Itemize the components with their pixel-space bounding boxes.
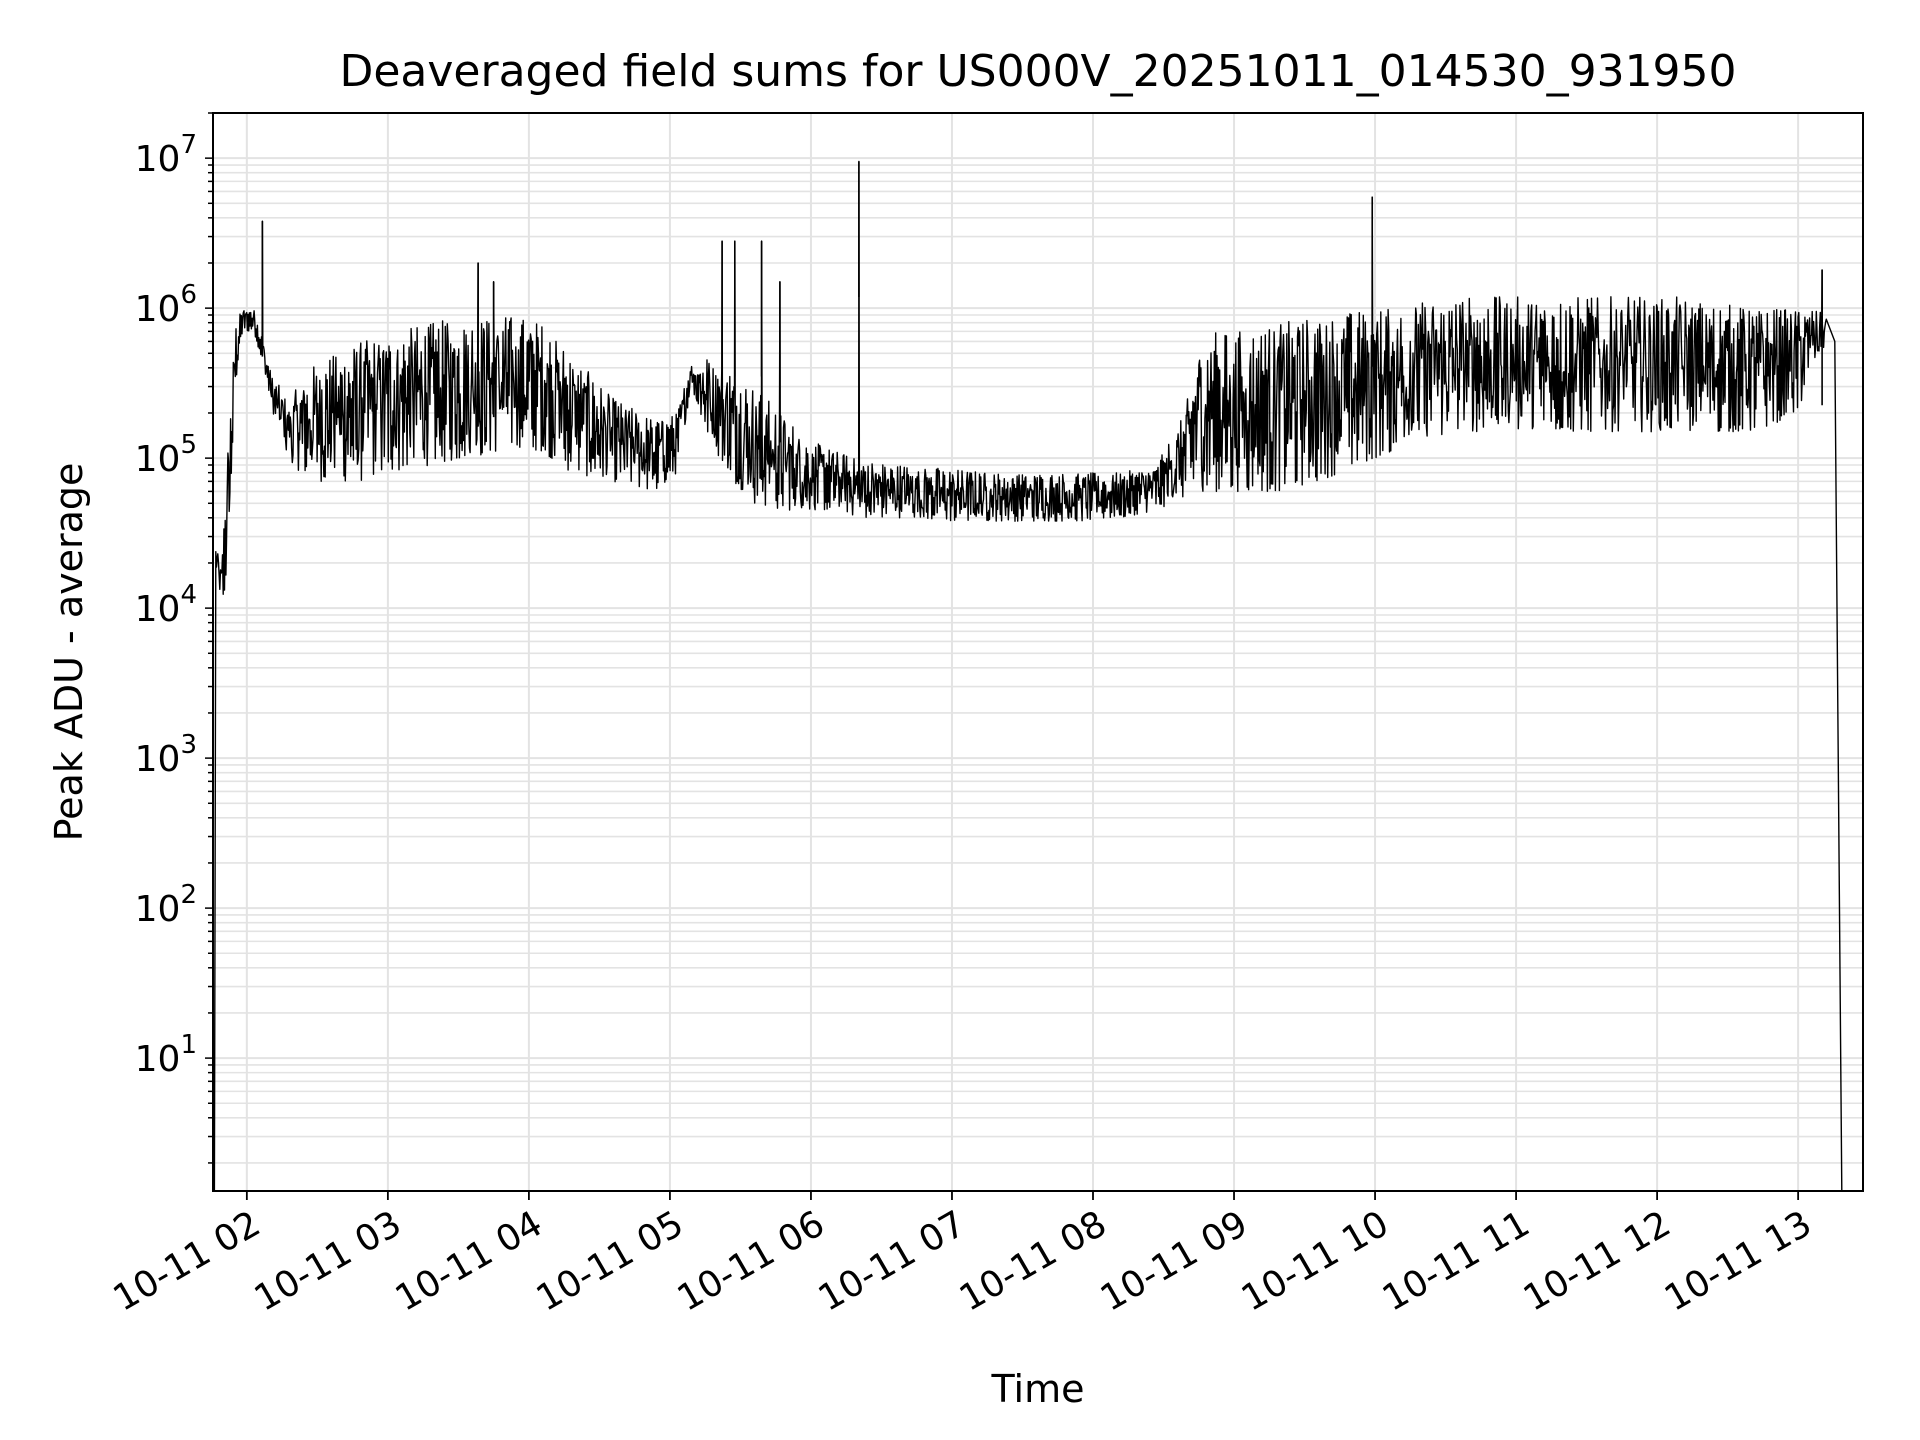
y-tick-label-base: 10	[135, 589, 181, 630]
y-tick-label: 106	[135, 280, 197, 330]
y-tick-label: 107	[135, 130, 197, 180]
y-axis-label: Peak ADU - average	[47, 463, 91, 842]
y-tick-label-exponent: 6	[180, 280, 197, 310]
y-tick-label: 103	[135, 730, 197, 780]
y-tick-label-base: 10	[135, 139, 181, 180]
grid	[213, 112, 1863, 1191]
y-tick-label-base: 10	[135, 1039, 181, 1080]
x-axis-label: Time	[991, 1367, 1085, 1411]
y-tick-label-exponent: 3	[180, 730, 197, 760]
y-tick-label-exponent: 5	[180, 430, 197, 460]
y-tick-label: 104	[135, 580, 197, 630]
y-tick-label: 105	[135, 430, 197, 480]
y-tick-label-exponent: 2	[180, 880, 197, 910]
series-line-field-sum	[213, 160, 1843, 1192]
y-tick-label-exponent: 1	[180, 1030, 197, 1060]
y-tick-label-base: 10	[135, 889, 181, 930]
plot-frame	[212, 112, 1864, 1192]
y-tick-label: 101	[135, 1030, 197, 1080]
data-series-layer	[213, 160, 1843, 1192]
y-tick-label: 102	[135, 880, 197, 930]
chart-title: Deaveraged field sums for US000V_2025101…	[339, 46, 1736, 97]
y-tick-label-exponent: 7	[180, 130, 197, 160]
y-tick-label-base: 10	[135, 439, 181, 480]
y-tick-label-exponent: 4	[180, 580, 197, 610]
y-tick-label-base: 10	[135, 289, 181, 330]
y-tick-label-base: 10	[135, 739, 181, 780]
